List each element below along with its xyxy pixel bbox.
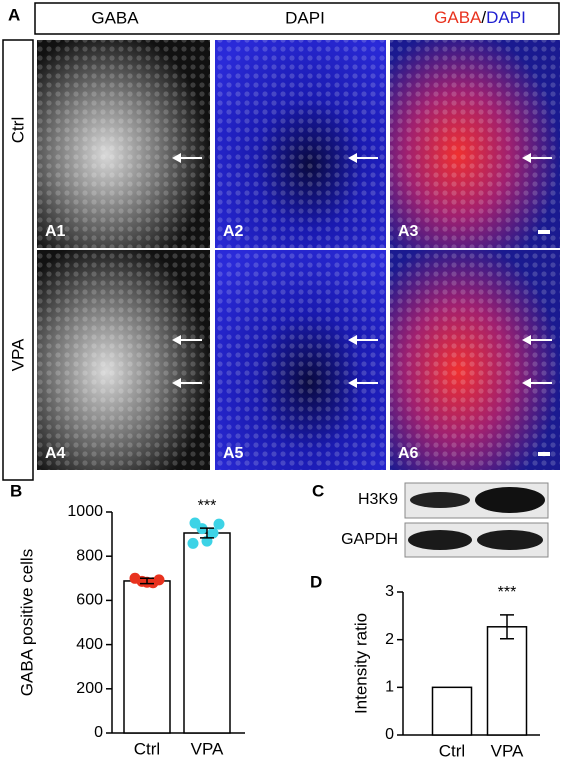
y-tick-label: 800 <box>76 547 103 564</box>
image-label: A4 <box>45 445 66 462</box>
image-label: A1 <box>45 223 66 240</box>
arrow-head <box>522 378 531 388</box>
arrow-head <box>522 335 531 345</box>
column-title: DAPI <box>285 8 325 27</box>
arrow-head <box>348 153 357 163</box>
band <box>477 530 543 550</box>
column-title: GABA/DAPI <box>434 8 526 27</box>
cell-texture <box>37 40 210 248</box>
panel-c: C H3K9 GAPDH <box>312 481 549 558</box>
arrow-head <box>348 378 357 388</box>
arrow-head <box>172 335 181 345</box>
bar <box>183 532 231 734</box>
bar <box>486 626 528 736</box>
data-point <box>207 527 219 539</box>
significance: *** <box>498 584 517 601</box>
header-box <box>34 2 560 35</box>
merge-dapi: DAPI <box>486 8 526 27</box>
arrow-head <box>522 153 531 163</box>
band-label: GAPDH <box>341 531 398 548</box>
band-label: H3K9 <box>358 491 398 508</box>
data-point <box>213 518 225 530</box>
cell-texture <box>37 250 210 470</box>
y-tick-label: 400 <box>76 636 103 653</box>
x-tick-label: Ctrl <box>439 741 465 760</box>
merge-slash: / <box>481 8 486 27</box>
image-label: A2 <box>223 223 244 240</box>
cell-texture <box>215 40 386 248</box>
y-tick-label: 3 <box>385 583 394 600</box>
arrow-head <box>172 378 181 388</box>
cell-texture <box>390 40 560 248</box>
scale-bar <box>538 452 550 456</box>
band <box>475 487 545 513</box>
x-tick-label: VPA <box>191 739 224 758</box>
data-point <box>187 537 199 549</box>
error-bar <box>140 577 154 585</box>
y-tick-label: 200 <box>76 680 103 697</box>
row-title: VPA <box>8 338 27 371</box>
cell-texture <box>390 250 560 470</box>
column-title: GABA <box>91 8 139 27</box>
row-title: Ctrl <box>8 117 27 143</box>
error-bar <box>200 527 214 539</box>
x-tick-label: Ctrl <box>134 739 160 758</box>
arrow-head <box>348 335 357 345</box>
y-tick-label: 600 <box>76 592 103 609</box>
arrow-head <box>172 153 181 163</box>
cell-texture <box>215 250 386 470</box>
panel-label: C <box>312 481 324 500</box>
panel-label: B <box>10 481 22 500</box>
y-axis-label: Intensity ratio <box>351 613 370 714</box>
image-label: A6 <box>398 445 419 462</box>
merge-gaba: GABA <box>434 8 482 27</box>
band <box>408 530 472 550</box>
bar <box>123 580 171 734</box>
panel-label: D <box>310 572 322 591</box>
y-tick-label: 1000 <box>67 503 103 520</box>
y-tick-label: 1 <box>385 679 394 696</box>
y-tick-label: 0 <box>385 726 394 743</box>
y-tick-label: 0 <box>94 724 103 741</box>
x-tick-label: VPA <box>491 741 524 760</box>
y-tick-label: 2 <box>385 631 394 648</box>
row-box <box>2 39 34 481</box>
panel-label: A <box>8 5 20 24</box>
image-label: A3 <box>398 223 419 240</box>
band <box>410 492 470 508</box>
error-bar <box>500 614 514 640</box>
y-axis-label: GABA positive cells <box>17 549 36 696</box>
scale-bar <box>538 230 550 234</box>
bar <box>431 686 473 736</box>
image-label: A5 <box>223 445 244 462</box>
significance: *** <box>198 497 217 514</box>
